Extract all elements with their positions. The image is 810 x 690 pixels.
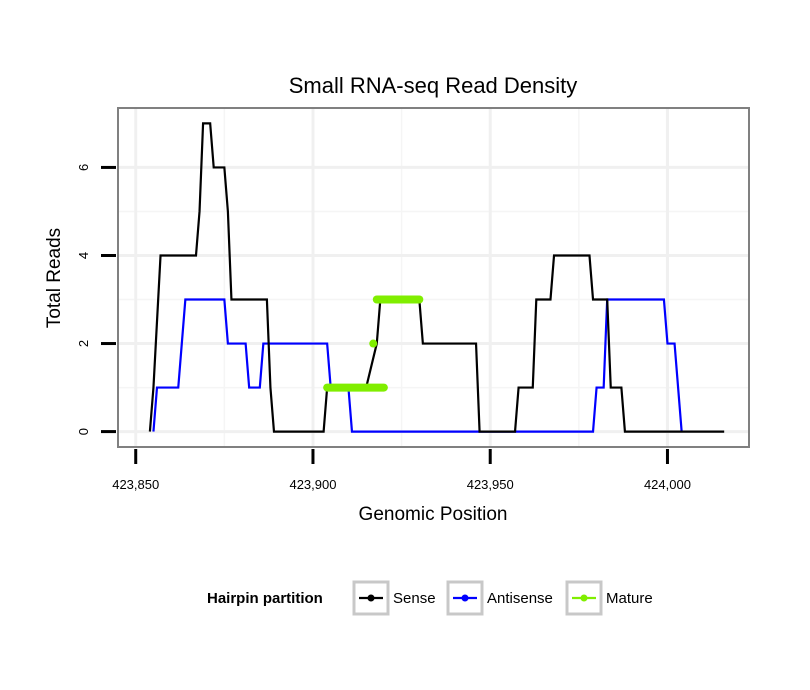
- y-tick-label: 6: [76, 164, 91, 171]
- series-antisense-line: [152, 298, 683, 433]
- plot-panel: [117, 107, 750, 448]
- x-tick-label: 423,950: [467, 477, 514, 492]
- legend-label-antisense: Antisense: [487, 590, 553, 607]
- y-tick-label: 4: [76, 252, 91, 259]
- legend-label-sense: Sense: [393, 590, 436, 607]
- legend-label-mature: Mature: [606, 590, 653, 607]
- series-layer: [148, 122, 725, 433]
- x-tick-label: 424,000: [644, 477, 691, 492]
- axes: 423,850 423,900 423,950 424,000 0 2 4 6: [76, 164, 691, 492]
- legend-items: Sense Antisense Mature: [352, 580, 653, 616]
- legend-key-point: [461, 594, 469, 602]
- series-mature-point: [369, 339, 378, 348]
- y-tick-label: 2: [76, 340, 91, 347]
- x-axis-title: Genomic Position: [359, 504, 508, 525]
- chart-title: Small RNA-seq Read Density: [289, 73, 578, 98]
- legend: Hairpin partition Sense Antisense Mature: [207, 580, 653, 616]
- legend-key-point: [580, 594, 588, 602]
- series-sense-line: [148, 122, 725, 433]
- y-axis-title: Total Reads: [44, 228, 65, 328]
- legend-key-point: [367, 594, 375, 602]
- x-tick-label: 423,850: [112, 477, 159, 492]
- y-tick-label: 0: [76, 428, 91, 435]
- legend-title: Hairpin partition: [207, 590, 323, 607]
- x-tick-label: 423,900: [289, 477, 336, 492]
